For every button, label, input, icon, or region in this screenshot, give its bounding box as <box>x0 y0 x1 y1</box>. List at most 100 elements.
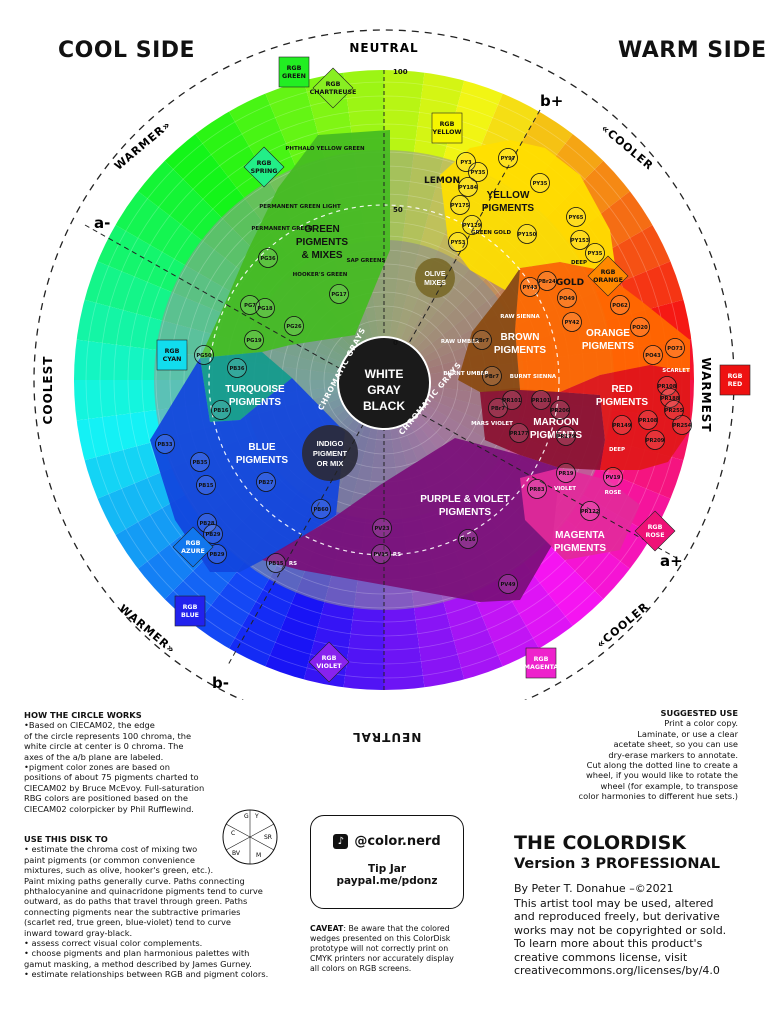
text-line: dry-erase markers to annotate. <box>608 749 738 760</box>
text-line: color harmonies to different hue sets.) <box>578 791 738 802</box>
caveat-lines: : Be aware that the colored wedges presen… <box>310 924 454 973</box>
how-circle-works: HOW THE CIRCLE WORKS •Based on CIECAM02,… <box>24 710 229 814</box>
text-line: wheel, if you would like to rotate the <box>586 770 738 781</box>
pigment-code: PB16 <box>214 408 229 414</box>
rgb-marker-label: RGB <box>322 655 337 662</box>
pigment-marker <box>372 518 392 538</box>
pigment-marker <box>448 232 468 252</box>
product-version: Version 3 PROFESSIONAL <box>514 856 720 872</box>
label-warmest: WARMEST <box>699 357 713 432</box>
pigment-code: PBr7 <box>475 338 489 344</box>
rgb-marker-label: RGB <box>165 348 180 355</box>
pigment-code: PR101 <box>503 398 522 404</box>
pigment-marker <box>665 338 685 358</box>
label-orange-1: ORANGE <box>586 328 630 339</box>
pigment-marker <box>638 410 658 430</box>
cool-side-title: COOL SIDE <box>58 38 196 63</box>
text-line: RBG colors are positioned based on the <box>24 793 188 804</box>
pigment-marker <box>530 173 550 193</box>
label-yellow-2: PIGMENTS <box>482 203 535 214</box>
suggested-use: SUGGESTED USE Print a color copy. Laminat… <box>560 708 738 802</box>
pigment-marker <box>630 317 650 337</box>
text-line: (scarlet red, true green, blue-violet) t… <box>24 917 231 928</box>
pigment-marker <box>556 463 576 483</box>
text-line: •Based on CIECAM02, the edge <box>24 720 155 731</box>
pigment-code: PB35 <box>193 460 208 466</box>
text-line: positions of about 75 pigments charted t… <box>24 772 199 783</box>
rgb-marker-label: AZURE <box>181 548 205 555</box>
label-magenta-1: MAGENTA <box>555 530 605 541</box>
pigment-code: PY43 <box>523 285 538 291</box>
pigment-marker <box>585 243 605 263</box>
text-line: Cut along the dotted line to create a <box>586 760 738 771</box>
pigment-code: PB15 <box>269 561 284 567</box>
tip-jar-title: Tip Jar <box>367 863 407 875</box>
mini-sr: SR <box>264 834 272 841</box>
rgb-marker-label: RGB <box>440 121 455 128</box>
label-maroon-1: MAROON <box>533 417 579 428</box>
rgb-marker <box>278 56 310 88</box>
small-lemon: LEMON <box>424 176 460 186</box>
rgb-marker-label: YELLOW <box>432 129 462 136</box>
pigment-code: PO20 <box>632 325 648 331</box>
rgb-marker <box>587 255 629 297</box>
rgb-marker <box>525 647 557 679</box>
pigment-code: PB29 <box>206 532 221 538</box>
pigment-code: PR108 <box>658 384 677 390</box>
zone-red <box>560 365 690 470</box>
pigment-code: PY65 <box>569 215 584 221</box>
text-line: gamut masking, a method described by Jam… <box>24 958 252 969</box>
rgb-marker-label: RGB <box>186 540 201 547</box>
license-lines: This artist tool may be used, altered and… <box>514 897 754 978</box>
rgb-marker-label: RGB <box>534 656 549 663</box>
pigment-code: PO73 <box>667 346 683 352</box>
zone-yellow <box>440 140 615 290</box>
text-line: inward toward gray-black. <box>24 927 133 938</box>
text-line: works may not be copyrighted or sold. <box>514 923 727 937</box>
social-handle[interactable]: @color.nerd <box>354 834 441 849</box>
pigment-marker <box>509 423 529 443</box>
pigment-marker <box>227 358 247 378</box>
text-line: acetate sheet, so you can use <box>613 739 738 750</box>
pigment-code: PV23 <box>374 526 389 532</box>
small-gold: GOLD <box>556 278 584 288</box>
color-wheel: WHITE GRAY BLACK CHROMATIC GRAYS CHROMAT… <box>33 29 751 700</box>
center-line-2: GRAY <box>367 383 401 397</box>
rgb-marker <box>243 146 285 188</box>
label-coolest: COOLEST <box>41 356 55 425</box>
axis-b-plus: b+ <box>540 92 563 110</box>
zone-maroon <box>480 388 605 470</box>
mini-m: M <box>256 852 261 859</box>
pigment-marker <box>527 479 547 499</box>
pigment-marker <box>566 207 586 227</box>
pigment-code: PBr7 <box>485 374 499 380</box>
small-hookers-green: HOOKER'S GREEN <box>293 272 348 278</box>
pigment-code: PY150 <box>518 232 537 238</box>
text-line: and reproduced freely, but derivative <box>514 910 720 923</box>
rgb-marker-label: SPRING <box>251 168 278 175</box>
label-red-2: PIGMENTS <box>596 397 649 408</box>
small-violet: VIOLET <box>554 486 576 492</box>
pigment-code: PR149 <box>613 423 632 429</box>
pigment-code: PY35 <box>588 251 603 257</box>
small-raw-sienna: RAW SIENNA <box>500 314 540 320</box>
pigment-marker <box>371 544 391 564</box>
tick-0: 0 <box>393 339 398 347</box>
pigment-marker <box>482 366 502 386</box>
small-perm-green-light: PERMANENT GREEN LIGHT <box>259 204 341 210</box>
tip-jar-link[interactable]: paypal.me/pdonz <box>336 875 438 887</box>
label-orange-2: PIGMENTS <box>582 341 635 352</box>
rgb-marker <box>634 510 676 552</box>
small-burnt-sienna: BURNT SIENNA <box>510 374 557 380</box>
use-lines: • estimate the chroma cost of mixing two… <box>24 844 284 979</box>
pigment-marker <box>517 224 537 244</box>
label-green-1: GREEN <box>304 224 340 235</box>
pigment-marker <box>557 288 577 308</box>
mini-c: C <box>231 830 235 837</box>
text-line: • estimate relationships between RGB and… <box>24 969 269 980</box>
byline: By Peter T. Donahue –©2021 <box>514 882 674 895</box>
text-line: creative commons license, visit <box>514 950 688 964</box>
zone-indigo <box>302 425 358 481</box>
label-cooler-br: «COOLER <box>594 600 651 651</box>
pigment-code: PR209 <box>646 438 665 444</box>
